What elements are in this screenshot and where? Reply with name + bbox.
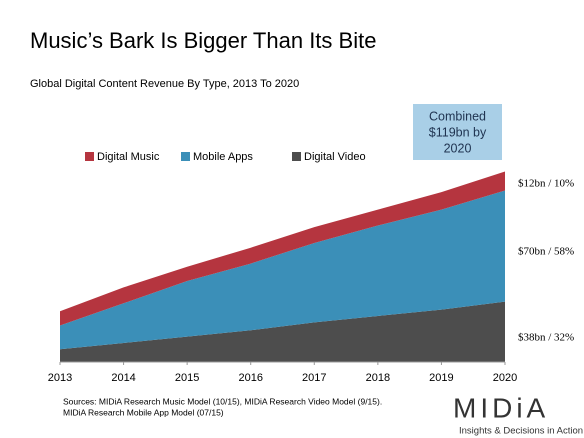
x-tick-label: 2020 [493, 372, 517, 384]
source: Sources: MIDiA Research Music Model (10/… [63, 396, 382, 406]
x-tick-label: 2014 [111, 372, 135, 384]
callout-box [413, 104, 502, 160]
legend-label: Digital Video [304, 151, 366, 163]
area [60, 190, 505, 350]
area [60, 171, 505, 326]
source: MIDiA Research Mobile App Model (07/15) [63, 407, 224, 417]
annotation: $38bn / 32% [518, 332, 574, 344]
callout-line: $119bn by [429, 125, 487, 139]
x-tick-label: 2016 [238, 372, 262, 384]
legend-swatch [181, 152, 190, 161]
annotation: $70bn / 58% [518, 246, 574, 258]
x-tick-label: 2019 [429, 372, 453, 384]
legend-swatch [85, 152, 94, 161]
callout-line: Combined [429, 109, 486, 123]
chart-title: Music’s Bark Is Bigger Than Its Bite [30, 28, 376, 53]
legend-label: Digital Music [97, 151, 160, 163]
legend-label: Mobile Apps [193, 151, 253, 163]
x-tick-label: 2018 [366, 372, 390, 384]
chart-subtitle: Global Digital Content Revenue By Type, … [30, 78, 299, 90]
logo: MIDiA [453, 392, 549, 423]
x-tick-label: 2015 [175, 372, 199, 384]
callout-line: 2020 [444, 141, 472, 155]
annotation: $12bn / 10% [518, 178, 574, 190]
legend-swatch [292, 152, 301, 161]
x-tick-label: 2013 [48, 372, 72, 384]
x-tick-label: 2017 [302, 372, 326, 384]
logo-tagline: Insights & Decisions in Action [459, 426, 583, 437]
area [60, 301, 505, 362]
